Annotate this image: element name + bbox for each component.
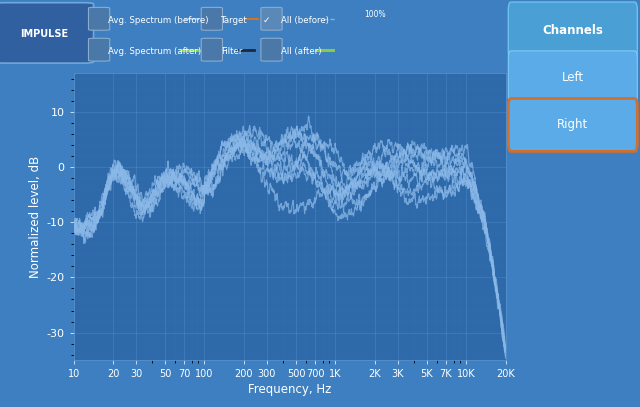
FancyBboxPatch shape — [508, 2, 637, 59]
FancyBboxPatch shape — [508, 51, 637, 104]
FancyBboxPatch shape — [201, 7, 223, 30]
FancyBboxPatch shape — [88, 7, 109, 30]
FancyBboxPatch shape — [261, 38, 282, 61]
Y-axis label: Normalized level, dB: Normalized level, dB — [29, 155, 42, 278]
Text: Left: Left — [562, 71, 584, 84]
Text: 100%: 100% — [364, 10, 386, 19]
X-axis label: Frequency, Hz: Frequency, Hz — [248, 383, 332, 396]
Text: ✓: ✓ — [263, 15, 271, 25]
Text: Target: Target — [221, 15, 248, 25]
FancyBboxPatch shape — [508, 98, 637, 151]
Text: All (before): All (before) — [281, 15, 329, 25]
Text: Avg. Spectrum (before): Avg. Spectrum (before) — [108, 15, 209, 25]
Text: IMPULSE: IMPULSE — [20, 28, 68, 39]
Text: Filter: Filter — [221, 46, 243, 55]
FancyBboxPatch shape — [0, 3, 93, 63]
Text: Right: Right — [557, 118, 588, 131]
Text: Channels: Channels — [542, 24, 604, 37]
Text: Avg. Spectrum (after): Avg. Spectrum (after) — [108, 46, 202, 55]
FancyBboxPatch shape — [261, 7, 282, 30]
FancyBboxPatch shape — [88, 38, 109, 61]
FancyBboxPatch shape — [201, 38, 223, 61]
Text: All (after): All (after) — [281, 46, 322, 55]
